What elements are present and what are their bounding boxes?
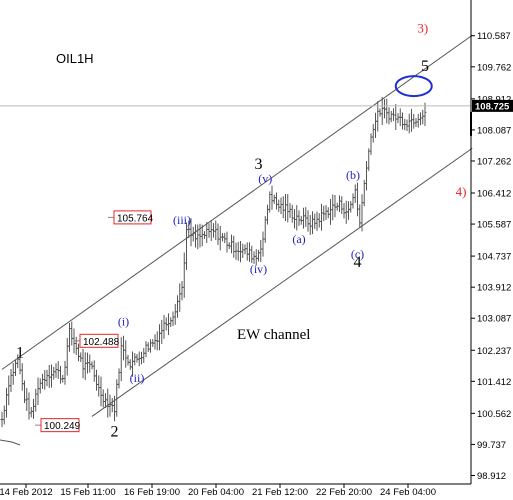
ew-channel-lines [1,34,473,417]
price-boxes: 105.764 102.488 100.249 [35,210,154,433]
channel-line [91,147,473,417]
wave-label-minor: (b) [346,168,360,182]
wave-label-degree: 4) [456,184,467,199]
price-tick-label: 101.412 [477,377,511,388]
channel-line [1,34,473,370]
time-tick-label: 24 Feb 04:00 [380,487,436,498]
time-tick-label: 16 Feb 19:00 [124,487,180,498]
current-price-marker [470,111,472,136]
price-tick-label: 108.912 [477,94,511,105]
time-tick-label: 14 Feb 2012 [0,487,53,498]
price-box: 105.764 [108,210,154,225]
price-box-value: 100.249 [44,421,81,432]
wave-label-primary: 1 [16,344,24,361]
price-bar [423,102,427,126]
price-tick-label: 109.762 [477,62,511,73]
price-tick-label: 103.087 [477,314,511,325]
price-box: 100.249 [35,418,81,433]
wave-labels: 1 2 3 4 5 (i) (ii) (iii) (iv) (v) (a) (b) (c) 3) 4) [16,20,466,440]
target-ellipse [394,75,433,98]
wave-label-primary: 4 [354,254,362,271]
wave-label-primary: 5 [421,58,429,75]
price-tick-label: 106.412 [477,188,511,199]
wave-label-minor: (c) [351,247,364,261]
price-box-value: 102.488 [83,337,120,348]
time-tick-label: 22 Feb 20:00 [316,487,372,498]
price-bars [0,97,427,446]
price-tick-label: 99.737 [477,440,506,451]
wave-label-minor: (v) [258,172,272,186]
ew-channel-annotation: EW channel [237,327,310,343]
wave-label-minor: (a) [292,232,305,246]
price-tick-label: 104.737 [477,252,511,263]
symbol-label: OIL1H [56,51,94,66]
price-box-value: 105.764 [117,213,154,224]
wave-label-minor: (iv) [250,262,267,276]
wave-label-primary: 2 [111,423,119,440]
prior-bar-tail [0,439,21,446]
price-tick-label: 102.237 [477,346,511,357]
current-price-label: 108.725 [475,102,510,113]
price-tick-label: 100.562 [477,409,511,420]
wave-label-degree: 3) [417,20,428,35]
time-tick-label: 21 Feb 12:00 [252,487,308,498]
price-tick-label: 107.262 [477,156,511,167]
price-tick-label: 105.587 [477,220,511,231]
time-tick-label: 20 Feb 04:00 [188,487,244,498]
price-tick-label: 108.087 [477,125,511,136]
current-price-tag [472,99,513,112]
price-tick-label: 98.912 [477,471,506,482]
wave-label-primary: 3 [255,156,263,173]
price-tick-label: 103.912 [477,283,511,294]
wave-label-minor: (iii) [173,213,191,227]
price-tick-label: 110.587 [477,31,511,42]
price-box: 102.488 [74,333,120,348]
time-tick-label: 15 Feb 11:00 [60,487,115,498]
wave-label-minor: (i) [118,315,129,329]
wave-label-minor: (ii) [130,371,145,385]
